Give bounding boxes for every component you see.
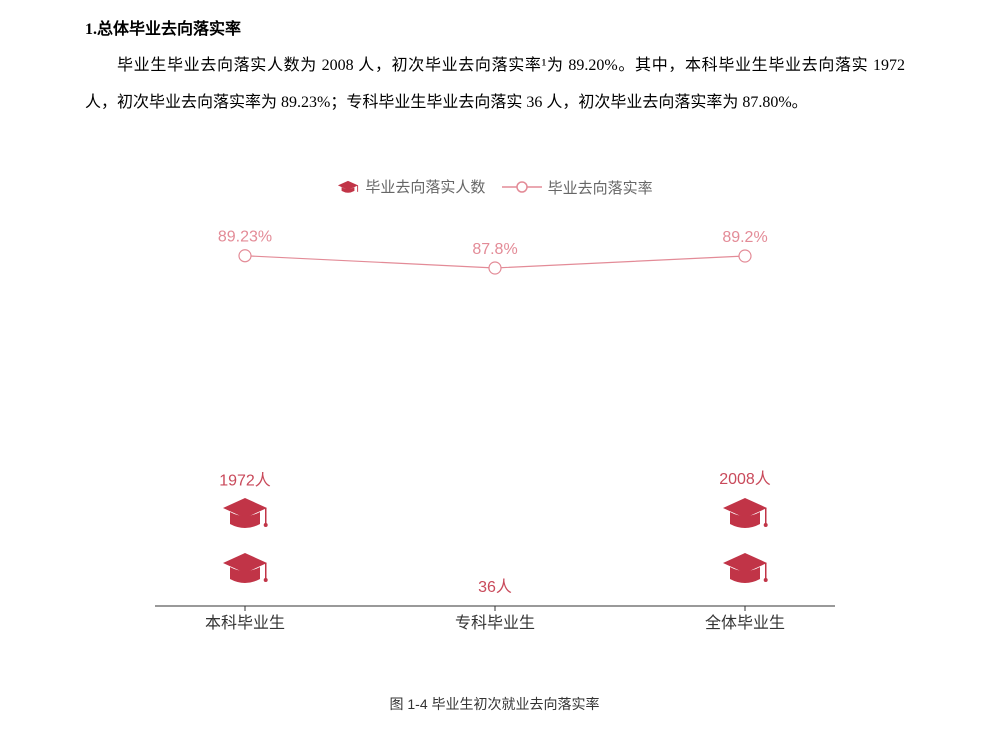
legend-item-rate: 毕业去向落实率 bbox=[502, 177, 653, 198]
legend-item-count: 毕业去向落实人数 bbox=[337, 176, 485, 197]
graduation-cap-icon bbox=[223, 498, 268, 528]
chart-svg: 本科毕业生 1972人专科毕业生 36人全体毕业生 2008人 89.23% 87.8% 8… bbox=[115, 206, 875, 636]
line-marker-icon bbox=[502, 179, 542, 195]
legend-label-count: 毕业去向落实人数 bbox=[365, 176, 485, 197]
graduation-cap-icon bbox=[223, 553, 268, 583]
category-label: 专科毕业生 bbox=[455, 614, 535, 632]
count-label: 1972人 bbox=[219, 472, 271, 490]
chart-legend: 毕业去向落实人数 毕业去向落实率 bbox=[115, 176, 875, 199]
graduation-cap-icon bbox=[723, 498, 768, 528]
graduation-cap-icon bbox=[723, 553, 768, 583]
rate-label: 89.23% bbox=[218, 229, 272, 246]
category-label: 本科毕业生 bbox=[205, 614, 285, 632]
legend-label-rate: 毕业去向落实率 bbox=[548, 177, 653, 198]
count-label: 36人 bbox=[478, 578, 512, 596]
rate-label: 89.2% bbox=[722, 229, 767, 246]
graduation-cap-icon bbox=[337, 179, 359, 195]
count-label: 2008人 bbox=[719, 470, 771, 488]
chart-container: 毕业去向落实人数 毕业去向落实率 本科毕业生 1972人专科毕业生 36人全体毕业生… bbox=[115, 176, 875, 636]
figure-caption: 图 1-4 毕业生初次就业去向落实率 bbox=[0, 694, 989, 714]
category-label: 全体毕业生 bbox=[705, 614, 785, 632]
rate-label: 87.8% bbox=[472, 241, 517, 258]
section-heading: 1.总体毕业去向落实率 bbox=[85, 12, 241, 49]
body-paragraph: 毕业生毕业去向落实人数为 2008 人，初次毕业去向落实率¹为 89.20%。其… bbox=[85, 48, 905, 122]
